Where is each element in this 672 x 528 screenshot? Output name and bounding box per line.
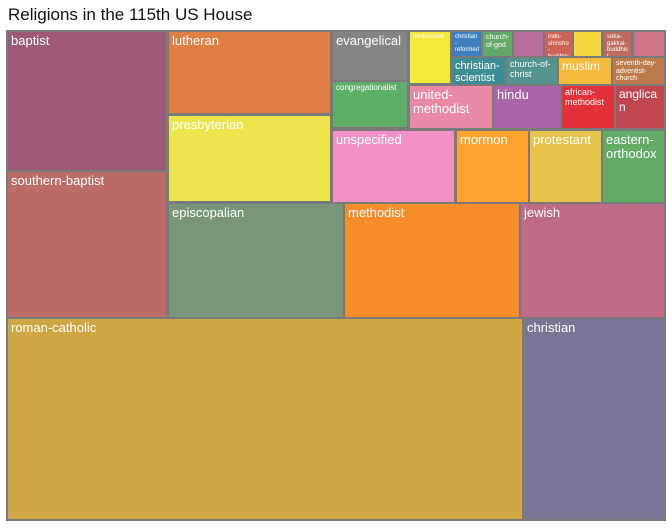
treemap-plot: roman-catholic christian baptist southern-b… [6,30,666,521]
treemap-tile-label: united-methodist [413,87,470,117]
treemap-tile: jewish [521,204,664,317]
treemap-tile [634,32,664,56]
treemap-tile-label: church-of-god [486,34,510,49]
treemap-tile-label: jewish [524,205,561,220]
treemap-tile: protestant [530,131,601,202]
treemap-tile-label: presbyterian [172,117,244,132]
treemap-tile-label: african-methodist [565,87,605,107]
treemap-tile: christian-reformed [452,32,481,56]
treemap-tile-label: eastern-orthodox [606,132,657,162]
treemap-tile-label: unspecified [336,132,402,147]
treemap-tile-label: christian-scientist [455,60,500,84]
treemap-tile: christian [524,319,664,519]
treemap-tile: muslim [559,58,611,84]
treemap-tile: church-of-christ [507,58,557,84]
treemap-tile-label: soka-gakkai-buddhist [607,34,629,56]
treemap-tile-label: southern-baptist [11,173,105,188]
treemap-tile-label: muslim [562,59,600,73]
treemap-tile-label: christian [527,320,576,335]
treemap-tile: evangelical [333,32,407,80]
treemap-tile: episcopalian [169,204,343,317]
treemap-tile-label: christian-reformed [455,34,480,54]
treemap-tile: soka-gakkai-buddhist [604,32,631,56]
treemap-tile: lutheran [169,32,330,113]
treemap-tile: indo-shinsho-buddhist [545,32,572,56]
treemap-tile-label: pentecostal [413,34,444,40]
treemap-tile-label: episcopalian [172,205,245,220]
chart-title: Religions in the 115th US House [8,5,253,24]
treemap-tile: anglican [616,86,664,128]
treemap-tile: mormon [457,131,528,202]
treemap-tile: pentecostal [410,32,450,83]
treemap-tile-label: anglican [619,87,658,115]
treemap-tile: seventh-day-adventist-church [613,58,664,84]
treemap-tile-label: indo-shinsho-buddhist [548,34,569,56]
treemap-tile-label: mormon [460,132,508,147]
treemap-tile-label: church-of-christ [510,59,551,79]
treemap-tile: roman-catholic [8,319,522,519]
treemap-tile: presbyterian [169,116,330,201]
treemap-tile-label: protestant [533,132,591,147]
treemap-tile-label: methodist [348,205,405,220]
treemap-tile-label: roman-catholic [11,320,97,335]
treemap-tile-label: evangelical [336,33,402,48]
treemap-tile: unspecified [333,131,454,202]
treemap-tile: christian-scientist [452,58,505,84]
treemap-tile: hindu [494,86,560,128]
treemap-tile-label: congregationalist [336,83,397,92]
treemap-tile-label: hindu [497,87,529,102]
treemap-tile: methodist [345,204,519,317]
treemap-tile: african-methodist [562,86,614,128]
treemap-tile: congregationalist [333,82,407,127]
treemap-tile: southern-baptist [8,172,166,317]
treemap-tile [514,32,543,56]
treemap-tile: united-methodist [410,86,492,128]
treemap-tile: church-of-god [483,32,512,56]
treemap-tile-label: baptist [11,33,50,48]
treemap-tile [574,32,601,56]
treemap-tile-label: lutheran [172,33,219,48]
treemap-tile: baptist [8,32,166,170]
treemap-tile: eastern-orthodox [603,131,664,202]
treemap-tile-label: seventh-day-adventist-church [616,60,657,83]
